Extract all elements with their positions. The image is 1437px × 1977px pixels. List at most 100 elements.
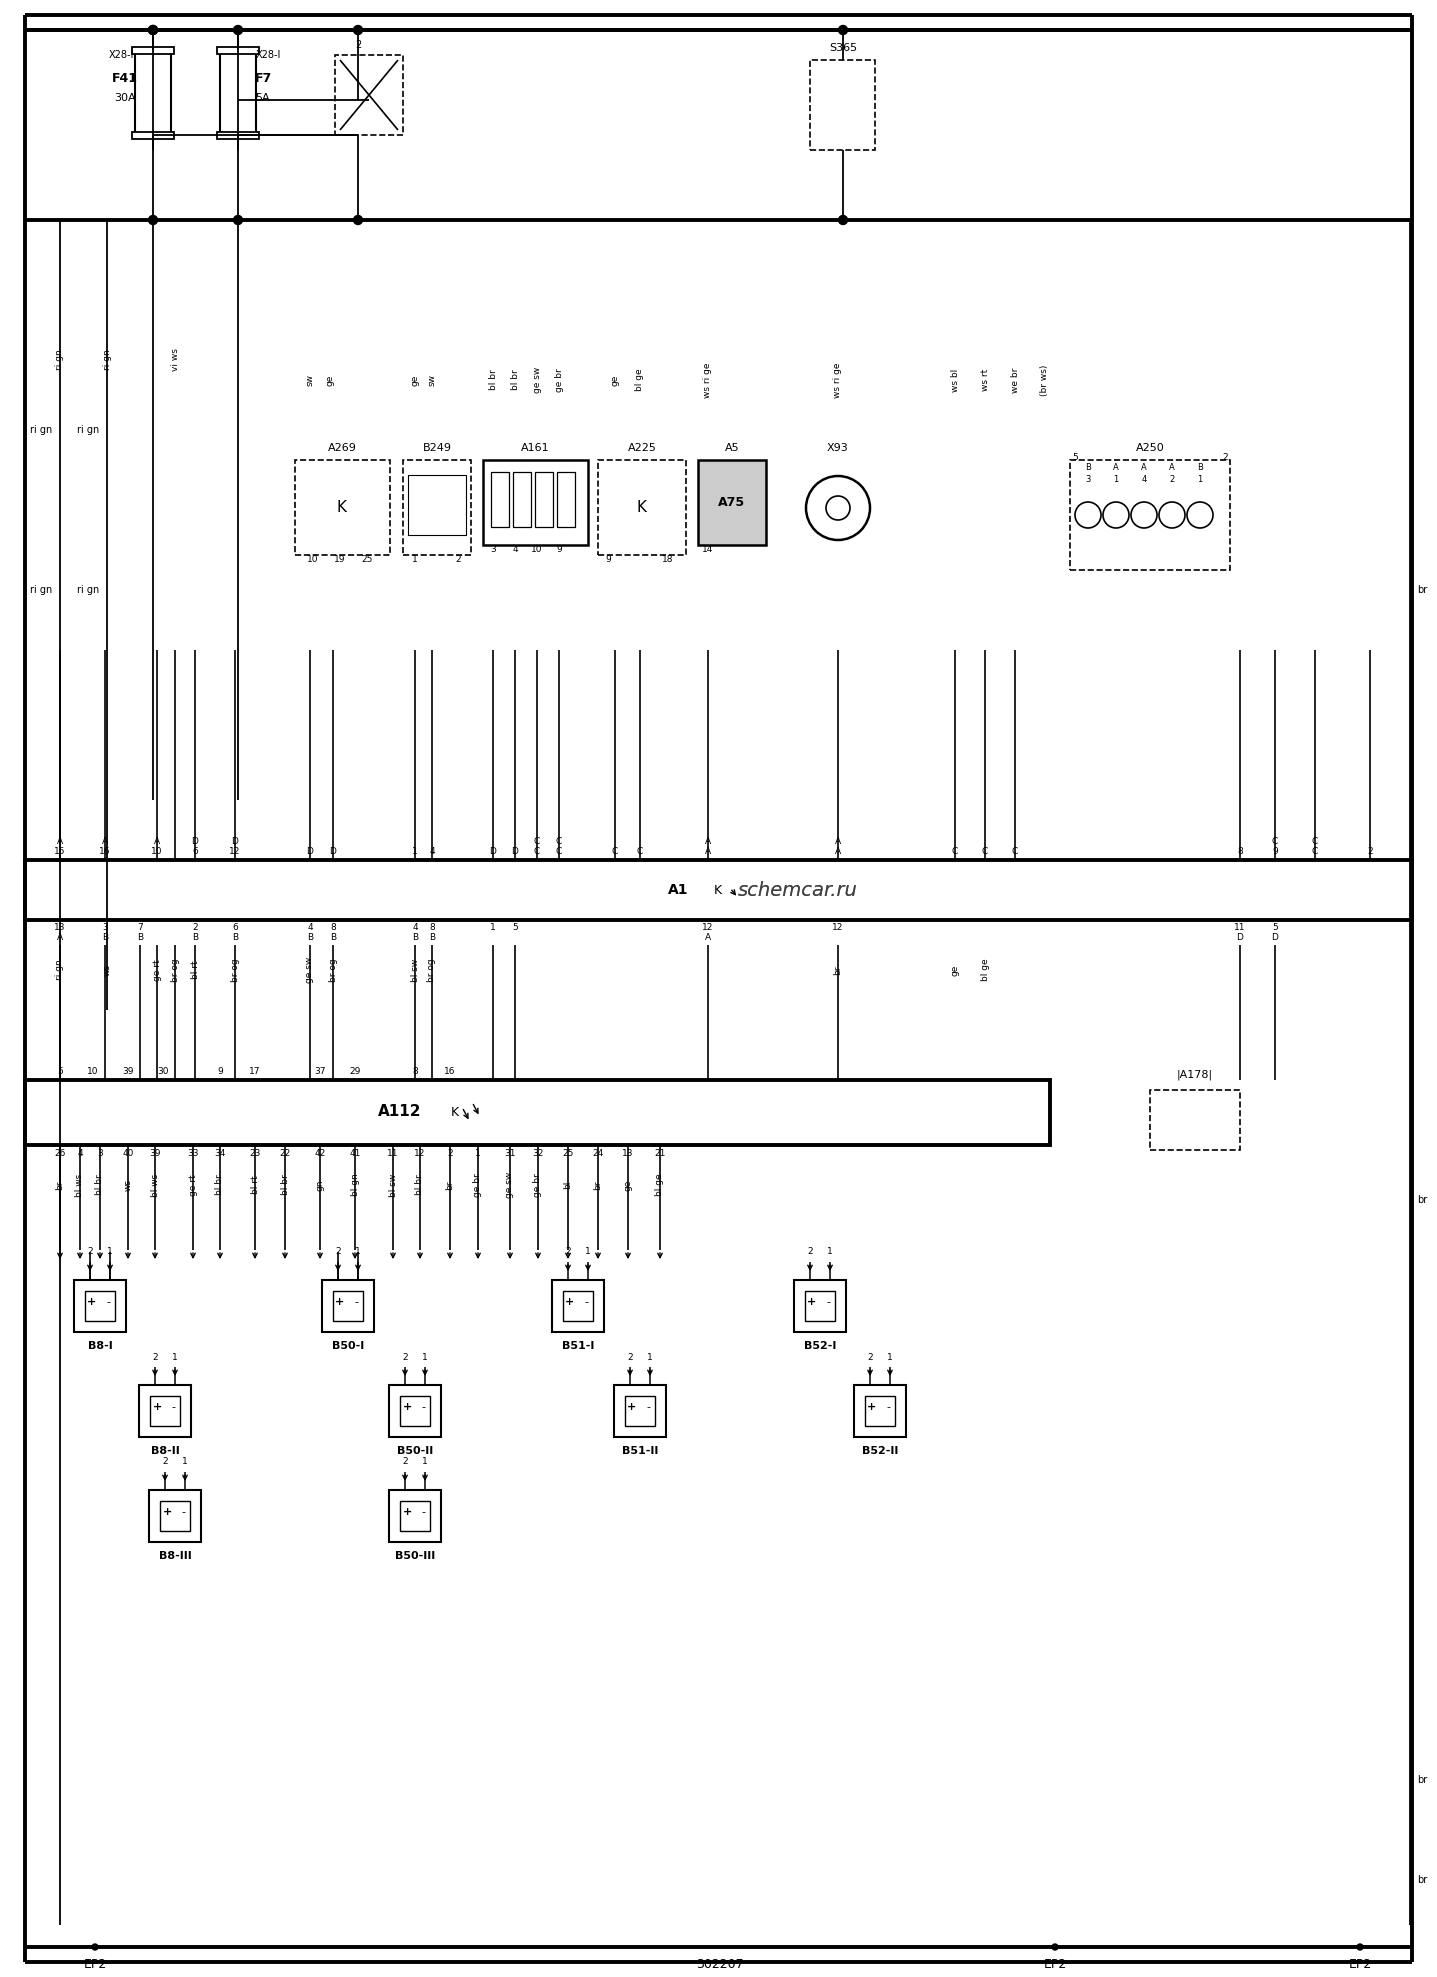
Text: sw: sw	[427, 374, 437, 386]
Bar	[389, 1386, 441, 1437]
Text: 10: 10	[532, 546, 543, 554]
Text: C: C	[1312, 838, 1318, 846]
Text: X28-I: X28-I	[108, 49, 134, 59]
Bar	[149, 1491, 201, 1542]
Text: EP2: EP2	[83, 1959, 106, 1971]
Text: 5: 5	[1272, 923, 1277, 933]
Bar	[865, 1396, 895, 1425]
Text: 1: 1	[108, 1247, 114, 1257]
Text: 2: 2	[808, 1247, 813, 1257]
Text: ri gn: ri gn	[56, 959, 65, 981]
Text: 2: 2	[1223, 453, 1227, 461]
Text: ge: ge	[611, 374, 619, 386]
Text: 33: 33	[187, 1149, 198, 1157]
Bar	[322, 1279, 374, 1332]
Text: D: D	[329, 848, 336, 856]
Circle shape	[354, 215, 362, 225]
Text: A: A	[1170, 463, 1175, 473]
Text: 41: 41	[349, 1149, 361, 1157]
Text: B249: B249	[422, 443, 451, 453]
Text: A161: A161	[520, 443, 549, 453]
Text: bl sw: bl sw	[388, 1174, 398, 1196]
Text: C: C	[556, 838, 562, 846]
Text: D: D	[1272, 933, 1279, 943]
Text: D: D	[191, 838, 198, 846]
Text: F41: F41	[112, 71, 138, 85]
Text: A: A	[706, 838, 711, 846]
Text: 2: 2	[1170, 474, 1174, 484]
Text: 37: 37	[315, 1068, 326, 1077]
Text: 1: 1	[412, 556, 418, 565]
Bar	[854, 1386, 905, 1437]
Text: br: br	[56, 1180, 65, 1190]
Text: ge: ge	[624, 1180, 632, 1190]
Text: 6: 6	[233, 923, 239, 933]
Text: K: K	[714, 884, 721, 896]
Text: 22: 22	[279, 1149, 290, 1157]
Text: 2: 2	[565, 1247, 570, 1257]
Text: -: -	[647, 1402, 650, 1412]
Text: 10: 10	[88, 1068, 99, 1077]
Text: 2: 2	[867, 1352, 872, 1362]
Text: ge br: ge br	[533, 1172, 543, 1196]
Text: 2: 2	[88, 1247, 93, 1257]
Text: 25: 25	[562, 1149, 573, 1157]
Circle shape	[839, 215, 848, 225]
Circle shape	[233, 26, 243, 34]
Text: 2: 2	[402, 1457, 408, 1467]
Text: 11: 11	[387, 1149, 398, 1157]
Text: 2: 2	[162, 1457, 168, 1467]
Text: 1: 1	[828, 1247, 833, 1257]
Text: 13: 13	[55, 923, 66, 933]
Text: ri gn: ri gn	[76, 425, 99, 435]
Bar	[614, 1386, 665, 1437]
Text: 8: 8	[430, 923, 435, 933]
Text: ws: ws	[124, 1178, 132, 1190]
Text: ri gn: ri gn	[56, 350, 65, 370]
Text: 18: 18	[662, 556, 674, 565]
Text: ge sw: ge sw	[533, 368, 542, 393]
Text: D: D	[1237, 933, 1243, 943]
Circle shape	[233, 215, 243, 225]
Text: -: -	[421, 1402, 425, 1412]
Text: A5: A5	[724, 443, 739, 453]
Text: EP2: EP2	[1348, 1959, 1372, 1971]
Text: sw: sw	[306, 374, 315, 386]
Text: C: C	[1012, 848, 1019, 856]
Bar	[408, 474, 466, 536]
Text: 1: 1	[172, 1352, 178, 1362]
Text: br: br	[593, 1180, 602, 1190]
Text: (br ws): (br ws)	[1040, 364, 1049, 395]
Text: ws: ws	[102, 965, 112, 977]
Text: D: D	[231, 838, 239, 846]
Text: B: B	[1085, 463, 1091, 473]
Text: 1: 1	[887, 1352, 892, 1362]
Text: bl rt: bl rt	[250, 1176, 260, 1194]
Text: D: D	[490, 848, 496, 856]
Text: D: D	[512, 848, 519, 856]
Text: ge: ge	[326, 374, 335, 386]
Text: 23: 23	[249, 1149, 260, 1157]
Text: B50-II: B50-II	[397, 1445, 433, 1455]
Text: schemcar.ru: schemcar.ru	[739, 880, 858, 900]
Text: B8-III: B8-III	[158, 1552, 191, 1562]
Text: 16: 16	[444, 1068, 456, 1077]
Text: +: +	[628, 1402, 637, 1412]
Text: A: A	[1114, 463, 1119, 473]
Bar	[132, 47, 174, 53]
Bar	[73, 1279, 126, 1332]
Text: bl br: bl br	[510, 370, 520, 389]
Text: 9: 9	[1272, 848, 1277, 856]
Text: +: +	[868, 1402, 877, 1412]
Bar	[399, 1501, 430, 1530]
Text: 3: 3	[490, 546, 496, 554]
Text: 17: 17	[249, 1068, 260, 1077]
Text: 8: 8	[1237, 848, 1243, 856]
Text: ws ri ge: ws ri ge	[704, 362, 713, 397]
Text: B: B	[331, 933, 336, 943]
Text: +: +	[88, 1297, 96, 1307]
Text: 1: 1	[490, 923, 496, 933]
Text: EP2: EP2	[1043, 1959, 1066, 1971]
Text: +: +	[162, 1506, 171, 1516]
Text: 12: 12	[832, 923, 844, 933]
